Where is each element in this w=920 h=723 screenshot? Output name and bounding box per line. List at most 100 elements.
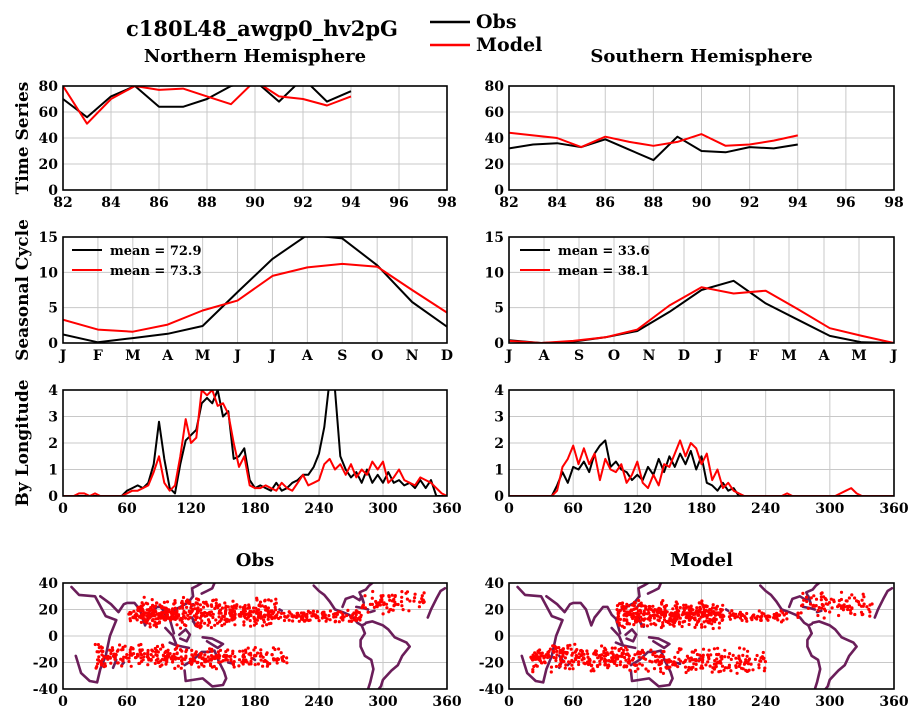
scatter-point bbox=[296, 611, 300, 615]
scatter-point bbox=[644, 667, 648, 671]
scatter-point bbox=[723, 666, 727, 670]
scatter-point bbox=[253, 663, 257, 667]
scatter-point bbox=[675, 602, 679, 606]
scatter-point bbox=[384, 602, 389, 606]
y-tick-label: 40 bbox=[485, 576, 505, 592]
x-tick-label: 90 bbox=[245, 195, 265, 211]
scatter-point bbox=[341, 618, 345, 622]
scatter-point bbox=[620, 654, 624, 659]
scatter-point bbox=[243, 660, 247, 664]
scatter-point bbox=[243, 603, 247, 608]
y-tick-label: -40 bbox=[479, 682, 505, 698]
scatter-point bbox=[160, 643, 165, 647]
scatter-point bbox=[231, 649, 235, 653]
scatter-point bbox=[149, 657, 153, 662]
scatter-point bbox=[625, 618, 629, 622]
scatter-point bbox=[710, 670, 714, 674]
scatter-point bbox=[252, 616, 256, 620]
scatter-point bbox=[785, 617, 789, 621]
scatter-point bbox=[640, 617, 644, 621]
scatter-point bbox=[691, 665, 695, 669]
scatter-point bbox=[819, 592, 823, 596]
scatter-point bbox=[276, 610, 280, 614]
scatter-point bbox=[707, 648, 711, 652]
scatter-point bbox=[600, 653, 604, 657]
scatter-point bbox=[849, 611, 853, 615]
scatter-point bbox=[372, 605, 376, 610]
scatter-point bbox=[540, 651, 544, 655]
scatter-point bbox=[637, 655, 641, 659]
scatter-point bbox=[257, 603, 261, 608]
scatter-point bbox=[267, 598, 271, 602]
scatter-point bbox=[255, 596, 259, 600]
scatter-point bbox=[753, 657, 758, 662]
scatter-point bbox=[706, 660, 710, 664]
scatter-point bbox=[757, 663, 761, 667]
scatter-point bbox=[243, 616, 247, 620]
scatter-point bbox=[654, 660, 658, 664]
scatter-point bbox=[622, 648, 626, 653]
scatter-point bbox=[773, 616, 777, 620]
scatter-point bbox=[603, 661, 607, 666]
scatter-point bbox=[579, 649, 583, 653]
y-tick-label: 40 bbox=[39, 576, 59, 592]
scatter-point bbox=[676, 650, 680, 655]
scatter-point bbox=[819, 595, 824, 599]
scatter-point bbox=[211, 599, 215, 603]
x-tick-label: 86 bbox=[596, 195, 615, 211]
scatter-point bbox=[610, 650, 614, 654]
scatter-point bbox=[712, 647, 717, 651]
y-tick-label: 15 bbox=[39, 230, 58, 246]
scatter-point bbox=[619, 660, 623, 664]
scatter-point bbox=[361, 603, 365, 607]
scatter-point bbox=[110, 646, 114, 650]
x-tick-label: 240 bbox=[304, 694, 333, 710]
scatter-point bbox=[630, 658, 635, 662]
scatter-point bbox=[218, 648, 223, 653]
scatter-point bbox=[140, 604, 144, 608]
scatter-point bbox=[222, 654, 226, 659]
scatter-point bbox=[613, 646, 617, 650]
scatter-point bbox=[796, 615, 800, 620]
scatter-point bbox=[738, 616, 743, 620]
scatter-point bbox=[151, 610, 155, 614]
x-tick-label: J bbox=[714, 348, 723, 364]
scatter-point bbox=[814, 604, 818, 608]
scatter-point bbox=[625, 648, 629, 652]
scatter-point bbox=[673, 662, 678, 666]
scatter-point bbox=[390, 593, 394, 597]
scatter-point bbox=[400, 595, 404, 599]
scatter-point bbox=[721, 603, 725, 607]
scatter-point bbox=[194, 652, 198, 657]
coastline bbox=[368, 609, 376, 614]
y-tick-label: -40 bbox=[33, 682, 59, 698]
scatter-point bbox=[388, 598, 392, 602]
x-tick-label: 98 bbox=[437, 195, 456, 211]
x-tick-label: 84 bbox=[101, 195, 121, 211]
scatter-point bbox=[715, 657, 719, 661]
coastline bbox=[545, 594, 622, 635]
scatter-point bbox=[721, 614, 725, 618]
coastline bbox=[516, 585, 564, 684]
grid bbox=[63, 86, 447, 190]
scatter-point bbox=[716, 646, 720, 650]
scatter-point bbox=[640, 663, 644, 667]
scatter-point bbox=[333, 619, 338, 623]
scatter-point bbox=[587, 657, 591, 662]
scatter-point bbox=[632, 604, 637, 608]
scatter-point bbox=[314, 616, 318, 620]
scatter-point bbox=[618, 608, 622, 613]
scatter-point bbox=[677, 620, 682, 624]
scatter-point bbox=[209, 657, 213, 661]
scatter-point bbox=[401, 608, 405, 612]
scatter-point bbox=[602, 654, 606, 658]
scatter-point bbox=[668, 617, 672, 621]
scatter-point bbox=[396, 602, 400, 607]
scatter-point bbox=[180, 617, 184, 622]
scatter-point bbox=[868, 603, 872, 607]
scatter-point bbox=[765, 617, 769, 621]
scatter-point bbox=[678, 616, 682, 620]
scatter-point bbox=[214, 598, 218, 602]
scatter-point bbox=[615, 608, 619, 612]
coastline bbox=[610, 626, 624, 646]
